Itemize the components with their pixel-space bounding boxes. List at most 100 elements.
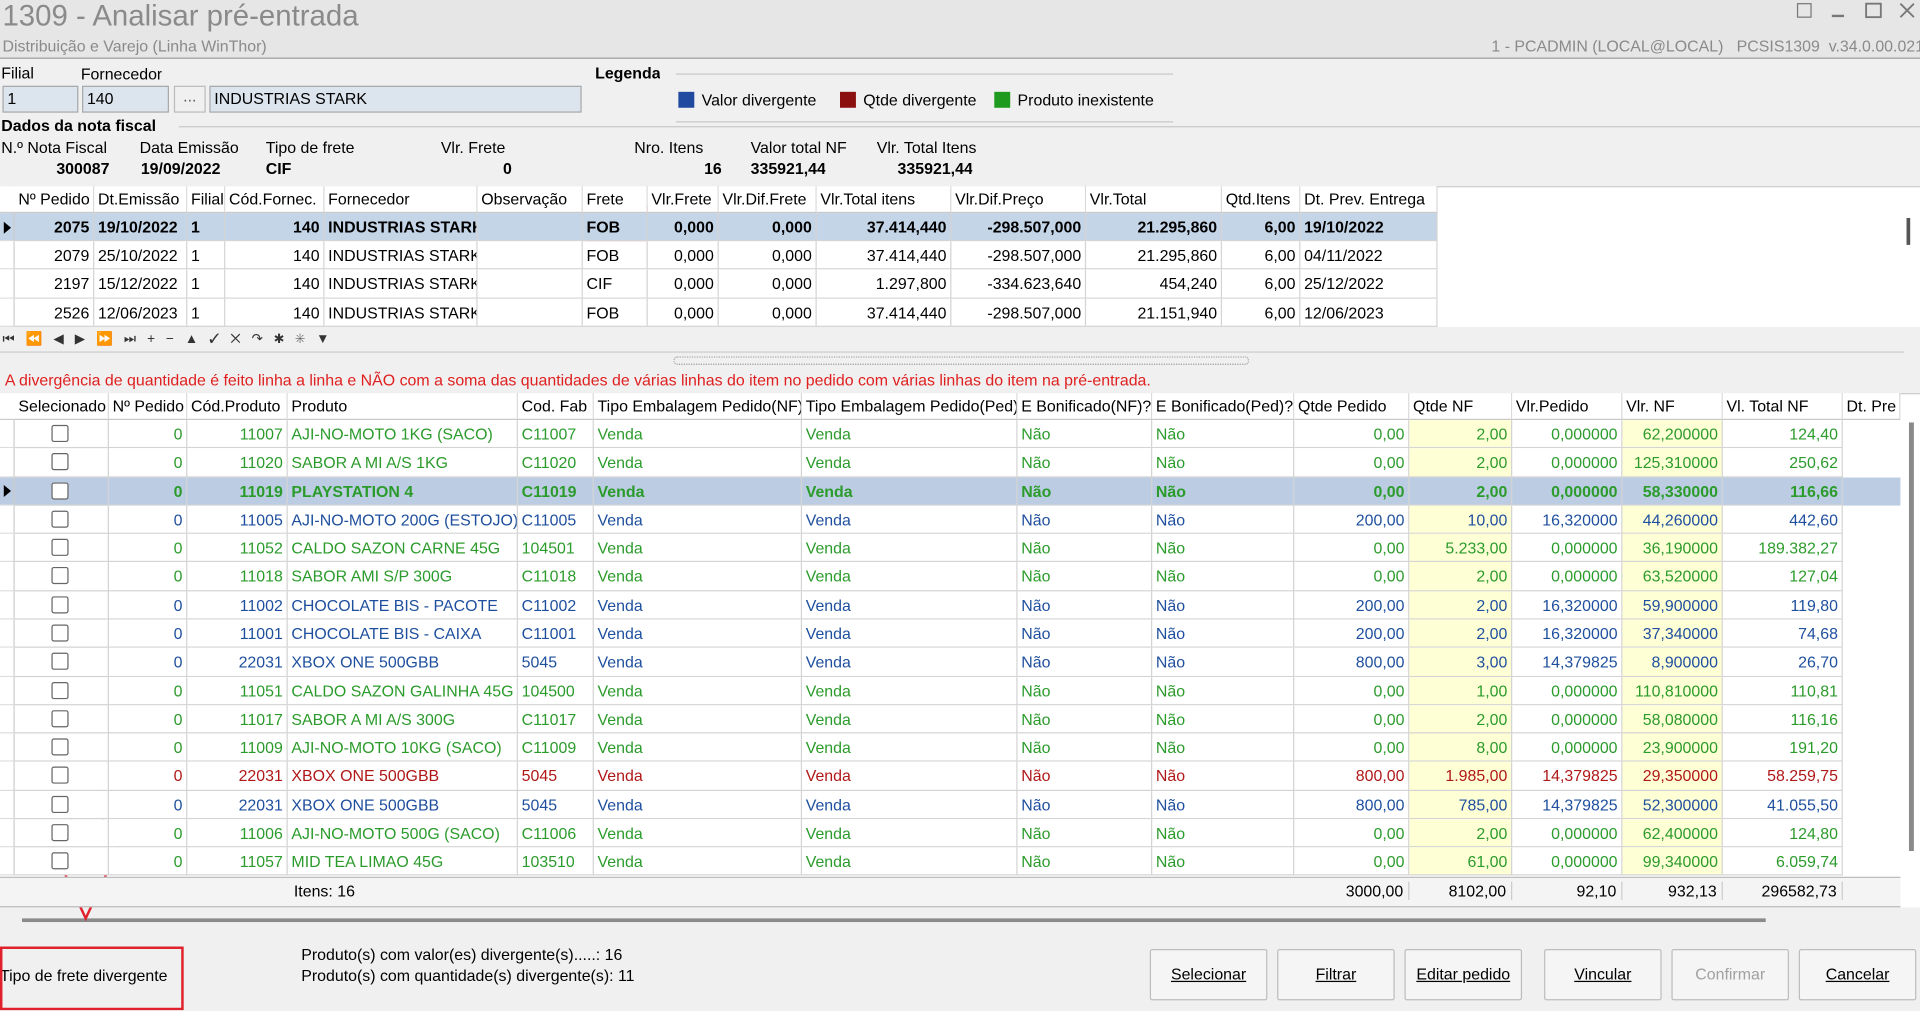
action-button[interactable]: Vincular [1544, 948, 1662, 1001]
items-row[interactable] [0, 448, 1901, 477]
items-column-header[interactable]: Tipo Embalagem Pedido(NF) [593, 393, 803, 421]
items-cell: 2,00 [1409, 448, 1513, 477]
orders-column-header[interactable]: Dt. Prev. Entrega [1300, 186, 1438, 214]
items-row[interactable] [0, 505, 1901, 534]
select-checkbox[interactable] [51, 453, 69, 471]
items-column-header[interactable]: Selecionado [14, 393, 109, 421]
splitter[interactable] [673, 356, 1249, 365]
select-checkbox[interactable] [51, 567, 69, 585]
items-row[interactable] [0, 705, 1901, 734]
items-column-header[interactable]: Cód.Produto [187, 393, 288, 421]
items-row[interactable] [0, 733, 1901, 763]
items-row[interactable] [0, 847, 1901, 877]
orders-row[interactable] [0, 298, 1438, 327]
orders-column-header[interactable]: Cód.Fornec. [225, 186, 325, 214]
items-cell [14, 562, 109, 592]
orders-cell: 19/10/2022 [1300, 213, 1438, 242]
action-button[interactable]: Filtrar [1277, 948, 1395, 1001]
orders-column-header[interactable]: Frete [582, 186, 648, 214]
navigator[interactable]: ⏮⏪◀▶⏩⏭+−▲✓✕↷✱✳▼ [0, 326, 1905, 353]
items-column-header[interactable]: E Bonificado(Ped)? [1152, 393, 1295, 421]
select-checkbox[interactable] [51, 681, 69, 699]
restore-icon[interactable] [1796, 3, 1812, 18]
items-row[interactable] [0, 676, 1901, 706]
orders-column-header[interactable]: Vlr.Dif.Frete [718, 186, 817, 214]
fornecedor-name-input[interactable]: INDUSTRIAS STARK [209, 85, 582, 113]
orders-column-header[interactable]: Filial [187, 186, 226, 214]
items-cell: 200,00 [1294, 505, 1410, 534]
select-checkbox[interactable] [51, 424, 69, 443]
items-row[interactable] [0, 790, 1901, 820]
items-cell: 103510 [517, 847, 594, 877]
select-checkbox[interactable] [51, 709, 69, 728]
items-cell: Não [1017, 762, 1153, 791]
orders-column-header[interactable]: Vlr.Dif.Preço [951, 186, 1087, 214]
orders-row[interactable] [0, 241, 1438, 270]
items-column-header[interactable]: Vlr. NF [1622, 393, 1723, 421]
close-icon[interactable] [1899, 3, 1915, 18]
fornecedor-code-input[interactable]: 140 [82, 85, 169, 113]
items-column-header[interactable]: Qtde NF [1409, 393, 1513, 421]
items-column-header[interactable]: Qtde Pedido [1294, 393, 1410, 421]
items-column-header[interactable]: Vl. Total NF [1722, 393, 1843, 421]
horizontal-scrollbar[interactable] [22, 918, 1766, 923]
orders-column-header[interactable]: Qtd.Itens [1222, 186, 1301, 214]
select-checkbox[interactable] [51, 652, 69, 671]
action-button[interactable]: Editar pedido [1404, 948, 1523, 1001]
items-row[interactable] [0, 562, 1901, 592]
orders-row[interactable] [0, 269, 1438, 299]
select-checkbox[interactable] [51, 795, 69, 813]
items-row[interactable] [0, 819, 1901, 848]
items-cell [14, 648, 109, 677]
select-checkbox[interactable] [51, 595, 69, 614]
action-button[interactable]: Selecionar [1149, 948, 1268, 1001]
items-cell: Venda [802, 476, 1018, 506]
items-column-header[interactable]: Nº Pedido [108, 393, 188, 421]
nota-value: 16 [704, 159, 722, 178]
items-column-header[interactable]: Cod. Fab [517, 393, 594, 421]
maximize-icon[interactable] [1865, 2, 1882, 19]
legend-swatch [840, 91, 856, 108]
select-checkbox[interactable] [51, 510, 69, 528]
filial-input[interactable]: 1 [2, 85, 79, 113]
items-column-header[interactable]: E Bonificado(NF)? [1017, 393, 1153, 421]
items-row[interactable] [0, 591, 1901, 620]
orders-column-header[interactable]: Vlr.Frete [647, 186, 719, 214]
items-column-header[interactable]: Produto [287, 393, 518, 421]
orders-column-header[interactable]: Fornecedor [324, 186, 478, 214]
items-cell: Venda [593, 420, 803, 449]
select-checkbox[interactable] [51, 852, 69, 870]
orders-scrollbar[interactable] [1906, 217, 1911, 245]
orders-cell: 25/12/2022 [1300, 269, 1438, 299]
action-button[interactable]: Cancelar [1798, 948, 1917, 1001]
orders-column-header[interactable]: Dt.Emissão [94, 186, 188, 214]
items-row[interactable] [0, 619, 1901, 649]
items-row[interactable] [0, 476, 1901, 506]
orders-column-header[interactable]: Vlr.Total itens [816, 186, 952, 214]
items-cell: Não [1152, 847, 1295, 877]
items-scrollbar[interactable] [1908, 422, 1914, 852]
footer-total: 932,13 [1622, 881, 1723, 901]
select-checkbox[interactable] [51, 738, 69, 756]
items-row[interactable] [0, 762, 1901, 791]
orders-row[interactable] [0, 213, 1438, 242]
window-title: 1309 - Analisar pré-entrada [2, 0, 359, 34]
items-row[interactable] [0, 420, 1901, 449]
orders-column-header[interactable]: Observação [477, 186, 583, 214]
select-checkbox[interactable] [51, 624, 69, 642]
select-checkbox[interactable] [51, 823, 69, 842]
window-controls[interactable] [1788, 0, 1920, 24]
items-row[interactable] [0, 534, 1901, 563]
select-checkbox[interactable] [51, 766, 69, 785]
orders-column-header[interactable]: Nº Pedido [14, 186, 95, 214]
fornecedor-search-button[interactable]: ... [173, 85, 206, 113]
items-column-header[interactable]: Vlr.Pedido [1512, 393, 1623, 421]
items-column-header[interactable]: Tipo Embalagem Pedido(Ped) [802, 393, 1018, 421]
items-row[interactable] [0, 648, 1901, 677]
legend-title: Legenda [595, 63, 661, 83]
items-column-header[interactable]: Dt. Pre [1842, 393, 1901, 421]
select-checkbox[interactable] [51, 538, 69, 557]
items-row-indicator [0, 733, 15, 763]
orders-column-header[interactable]: Vlr.Total [1086, 186, 1223, 214]
select-checkbox[interactable] [51, 481, 69, 500]
